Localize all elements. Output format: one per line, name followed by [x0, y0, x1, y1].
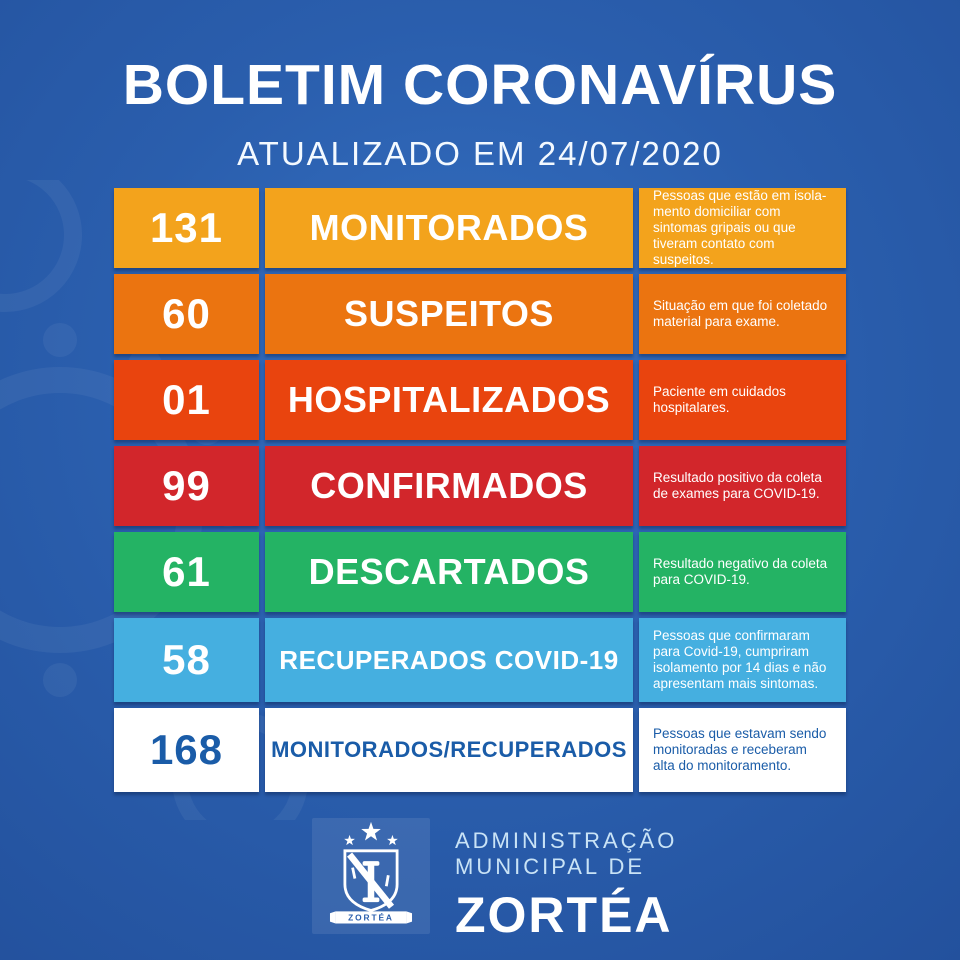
- stat-description: Situação em que foi coletado material pa…: [653, 298, 828, 329]
- stat-label: MONITORADOS/RECUPERADOS: [271, 737, 627, 762]
- stat-value-card: 01: [114, 360, 259, 440]
- stat-row-confirmados: 99 CONFIRMADOS Resultado positivo da col…: [114, 446, 846, 526]
- org-name: ZORTÉA: [455, 886, 673, 943]
- municipality-crest: ZORTÉA: [312, 818, 430, 934]
- stat-description: Paciente em cuidados hospitalares.: [653, 384, 786, 415]
- stat-description-card: Paciente em cuidados hospitalares.: [639, 360, 846, 440]
- crest-banner-label: ZORTÉA: [348, 912, 394, 923]
- stat-label-card: CONFIRMADOS: [265, 446, 633, 526]
- stat-row-monitorados: 131 MONITORADOS Pessoas que estão em iso…: [114, 188, 846, 268]
- footer: ZORTÉA ADMINISTRAÇÃO MUNICIPAL DE ZORTÉA: [0, 816, 960, 946]
- stat-value-card: 60: [114, 274, 259, 354]
- stat-row-recuperados: 58 RECUPERADOS COVID-19 Pessoas que conf…: [114, 618, 846, 702]
- stat-value: 168: [149, 726, 224, 773]
- org-admin-line: ADMINISTRAÇÃO: [455, 828, 678, 853]
- stat-label-card: HOSPITALIZADOS: [265, 360, 633, 440]
- star-icon: [344, 821, 398, 846]
- stat-value: 131: [149, 204, 224, 251]
- stat-row-suspeitos: 60 SUSPEITOS Situação em que foi coletad…: [114, 274, 846, 354]
- stats-table: 131 MONITORADOS Pessoas que estão em iso…: [114, 188, 846, 792]
- stat-description: Resultado negativo da coleta para COVID-…: [653, 556, 828, 587]
- stat-description-card: Pessoas que confirmaram para Covid-19, c…: [639, 618, 846, 702]
- stat-description-card: Resultado negativo da coleta para COVID-…: [639, 532, 846, 612]
- stat-row-monitorados-recuperados: 168 MONITORADOS/RECUPERADOS Pessoas que …: [114, 708, 846, 792]
- stat-value-card: 131: [114, 188, 259, 268]
- stat-description: Resultado positivo da coleta de exames p…: [653, 470, 822, 501]
- stat-label: DESCARTADOS: [308, 551, 590, 592]
- stat-row-hospitalizados: 01 HOSPITALIZADOS Paciente em cuidados h…: [114, 360, 846, 440]
- stat-label-card: RECUPERADOS COVID-19: [265, 618, 633, 702]
- stat-description-card: Pessoas que estavam sendo monitoradas e …: [639, 708, 846, 792]
- stat-value-card: 61: [114, 532, 259, 612]
- bulletin-title: BOLETIM CORONAVÍRUS: [122, 53, 838, 117]
- organization-block: ADMINISTRAÇÃO MUNICIPAL DE ZORTÉA: [455, 828, 677, 944]
- org-municipal-line: MUNICIPAL DE: [455, 854, 646, 880]
- municipality-crest-icon: ZORTÉA: [329, 821, 413, 924]
- stat-value: 60: [162, 290, 211, 337]
- stat-description-card: Resultado positivo da coleta de exames p…: [639, 446, 846, 526]
- stat-label-card: MONITORADOS: [265, 188, 633, 268]
- stat-label-card: MONITORADOS/RECUPERADOS: [265, 708, 633, 792]
- stat-description-card: Situação em que foi coletado material pa…: [639, 274, 846, 354]
- stat-description-card: Pessoas que estão em isola- mento domici…: [639, 188, 846, 268]
- stat-value: 01: [162, 376, 211, 423]
- stat-value-card: 99: [114, 446, 259, 526]
- stat-description: Pessoas que estavam sendo monitoradas e …: [653, 726, 827, 773]
- stat-value-card: 58: [114, 618, 259, 702]
- stat-value: 61: [162, 548, 211, 595]
- stat-label-card: DESCARTADOS: [265, 532, 633, 612]
- stat-label-card: SUSPEITOS: [265, 274, 633, 354]
- stat-value: 58: [162, 636, 211, 683]
- bulletin-subtitle: ATUALIZADO EM 24/07/2020: [237, 135, 723, 172]
- stat-label: RECUPERADOS COVID-19: [279, 644, 619, 675]
- stat-label: HOSPITALIZADOS: [287, 379, 611, 420]
- stat-description: Pessoas que estão em isola- mento domici…: [653, 188, 827, 267]
- stat-label: CONFIRMADOS: [310, 465, 588, 506]
- bulletin-header: BOLETIM CORONAVÍRUS ATUALIZADO EM 24/07/…: [0, 52, 960, 173]
- stat-row-descartados: 61 DESCARTADOS Resultado negativo da col…: [114, 532, 846, 612]
- stat-description: Pessoas que confirmaram para Covid-19, c…: [653, 628, 827, 691]
- ribbon-banner: ZORTÉA: [329, 911, 413, 924]
- stat-value: 99: [162, 462, 211, 509]
- shield-icon: [343, 849, 399, 912]
- stat-label: SUSPEITOS: [344, 293, 554, 334]
- stat-label: MONITORADOS: [309, 207, 589, 248]
- stat-value-card: 168: [114, 708, 259, 792]
